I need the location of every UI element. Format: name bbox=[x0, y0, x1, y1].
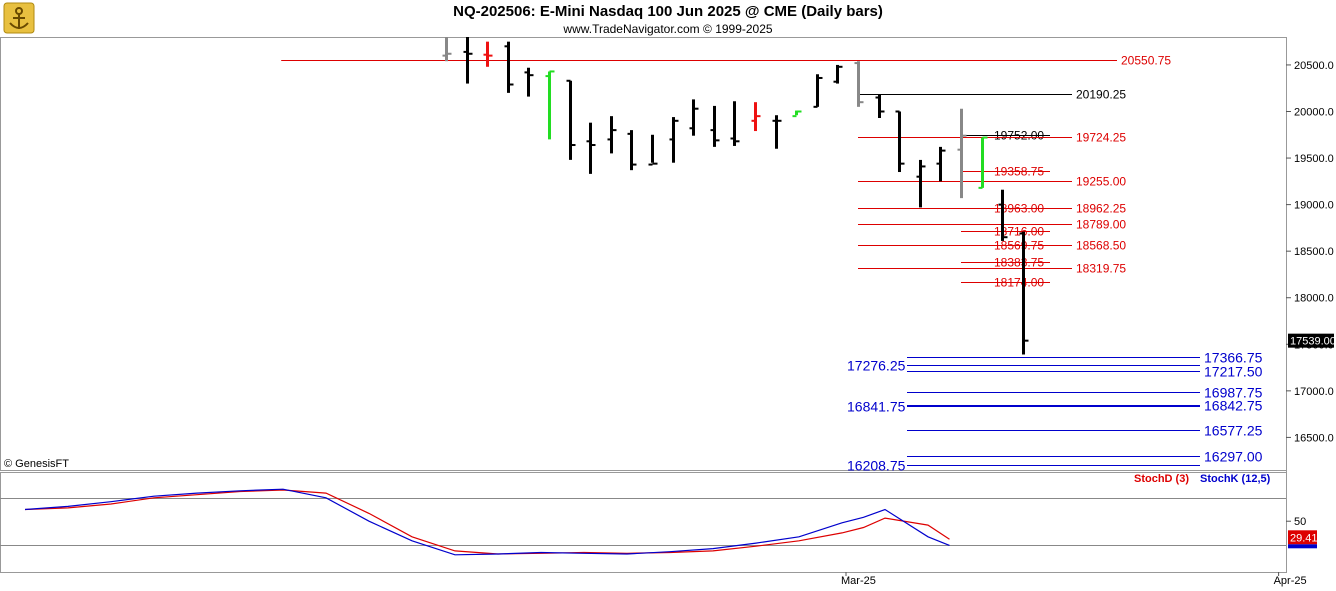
ohlc-bar[interactable] bbox=[978, 136, 988, 189]
support-label: 17276.25 bbox=[847, 358, 906, 374]
ohlc-bar[interactable] bbox=[833, 64, 843, 84]
ohlc-bar[interactable] bbox=[669, 117, 679, 163]
resistance-label: 19358.75 bbox=[994, 165, 1044, 179]
ohlc-bar[interactable] bbox=[792, 110, 802, 118]
stoch-d-legend: StochD (3) bbox=[1134, 473, 1189, 485]
ohlc-bar[interactable] bbox=[813, 74, 823, 108]
date-axis: Mar-25 Apr-25 bbox=[841, 572, 1307, 587]
resistance-label: 19724.25 bbox=[1076, 131, 1126, 145]
ohlc-bar[interactable] bbox=[854, 61, 864, 107]
support-label: 16842.75 bbox=[1204, 398, 1263, 414]
last-price-badge bbox=[1288, 333, 1334, 348]
resistance-label: 18174.00 bbox=[994, 276, 1044, 290]
support-label: 17217.50 bbox=[1204, 364, 1263, 380]
ohlc-bar[interactable] bbox=[586, 122, 596, 174]
support-label: 16208.75 bbox=[847, 458, 906, 474]
price-tick-label: 20500.0 bbox=[1294, 60, 1334, 72]
resistance-label: 18789.00 bbox=[1076, 218, 1126, 232]
ohlc-bar[interactable] bbox=[627, 130, 637, 171]
resistance-label: 19752.00 bbox=[994, 129, 1044, 143]
support-label: 16577.25 bbox=[1204, 423, 1263, 439]
ohlc-bar[interactable] bbox=[689, 99, 699, 136]
support-label: 16297.00 bbox=[1204, 449, 1263, 465]
last-price-label: 17539.00 bbox=[1290, 336, 1336, 348]
support-label: 17366.75 bbox=[1204, 350, 1263, 366]
ohlc-bar[interactable] bbox=[895, 110, 905, 173]
ohlc-bar[interactable] bbox=[916, 159, 926, 208]
support-label: 16841.75 bbox=[847, 399, 906, 415]
ohlc-bar[interactable] bbox=[463, 37, 473, 84]
ohlc-bar[interactable] bbox=[710, 105, 720, 147]
resistance-label: 20550.75 bbox=[1121, 54, 1171, 68]
chart-frame bbox=[0, 37, 1287, 573]
price-bars bbox=[442, 37, 1029, 355]
ohlc-bar[interactable] bbox=[504, 41, 514, 93]
price-tick-label: 16500.0 bbox=[1294, 432, 1334, 444]
stochastic-tick-label: 50 bbox=[1294, 516, 1306, 528]
date-tick-label: Apr-25 bbox=[1274, 575, 1307, 587]
price-panel[interactable] bbox=[0, 37, 1287, 471]
price-tick-label: 19500.0 bbox=[1294, 153, 1334, 165]
price-tick-label: 18500.0 bbox=[1294, 246, 1334, 258]
resistance-label: 18319.75 bbox=[1076, 262, 1126, 276]
ohlc-bar[interactable] bbox=[875, 94, 885, 119]
stochastic-last-value-label: 29.41 bbox=[1290, 532, 1318, 544]
price-levels: 20550.75 20190.25 19752.00 19724.25 19358.75… bbox=[281, 54, 1263, 474]
stochastic-panel-frame[interactable] bbox=[0, 472, 1287, 573]
date-tick-label: Mar-25 bbox=[841, 575, 876, 587]
resistance-label: 18716.00 bbox=[994, 225, 1044, 239]
price-axis: 20500.0 20000.0 19500.0 19000.0 18500.0 18000… bbox=[1286, 60, 1336, 444]
ohlc-bar[interactable] bbox=[957, 108, 967, 199]
watermark: © GenesisFT bbox=[4, 458, 69, 470]
ohlc-bar[interactable] bbox=[936, 146, 946, 182]
stoch-k-legend: StochK (12,5) bbox=[1200, 473, 1271, 485]
ohlc-bar[interactable] bbox=[648, 134, 658, 166]
price-tick-label: 17000.0 bbox=[1294, 386, 1334, 398]
price-tick-label: 20000.0 bbox=[1294, 106, 1334, 118]
stochastic-panel: 50 StochD (3) StochK (12,5) 29.41 bbox=[0, 473, 1318, 556]
stochastic-k-marker bbox=[1288, 544, 1317, 549]
ohlc-bar[interactable] bbox=[751, 102, 761, 132]
ohlc-bar[interactable] bbox=[998, 189, 1008, 241]
ohlc-bar[interactable] bbox=[566, 79, 576, 160]
ohlc-bar[interactable] bbox=[442, 37, 452, 62]
ohlc-bar[interactable] bbox=[545, 70, 555, 140]
ohlc-bar[interactable] bbox=[483, 41, 493, 67]
ohlc-bar[interactable] bbox=[607, 116, 617, 154]
resistance-label: 18568.50 bbox=[1076, 239, 1126, 253]
trade-navigator-logo-icon bbox=[3, 2, 35, 34]
support-label: 16987.75 bbox=[1204, 385, 1263, 401]
resistance-label: 20190.25 bbox=[1076, 88, 1126, 102]
price-tick-label: 18000.0 bbox=[1294, 293, 1334, 305]
price-tick-label: 19000.0 bbox=[1294, 200, 1334, 212]
stochastic-last-value-badge bbox=[1288, 530, 1317, 545]
ohlc-bar[interactable] bbox=[772, 115, 782, 149]
ohlc-bar[interactable] bbox=[730, 101, 740, 146]
resistance-label: 18383.75 bbox=[994, 256, 1044, 270]
chart-subtitle: www.TradeNavigator.com © 1999-2025 bbox=[563, 22, 773, 36]
resistance-label: 19255.00 bbox=[1076, 175, 1126, 189]
chart-title: NQ-202506: E-Mini Nasdaq 100 Jun 2025 @ … bbox=[453, 3, 883, 20]
ohlc-bar[interactable] bbox=[524, 67, 534, 97]
resistance-label: 18962.25 bbox=[1076, 202, 1126, 216]
ohlc-bar[interactable] bbox=[1019, 231, 1029, 355]
stoch-k-line bbox=[24, 488, 950, 556]
